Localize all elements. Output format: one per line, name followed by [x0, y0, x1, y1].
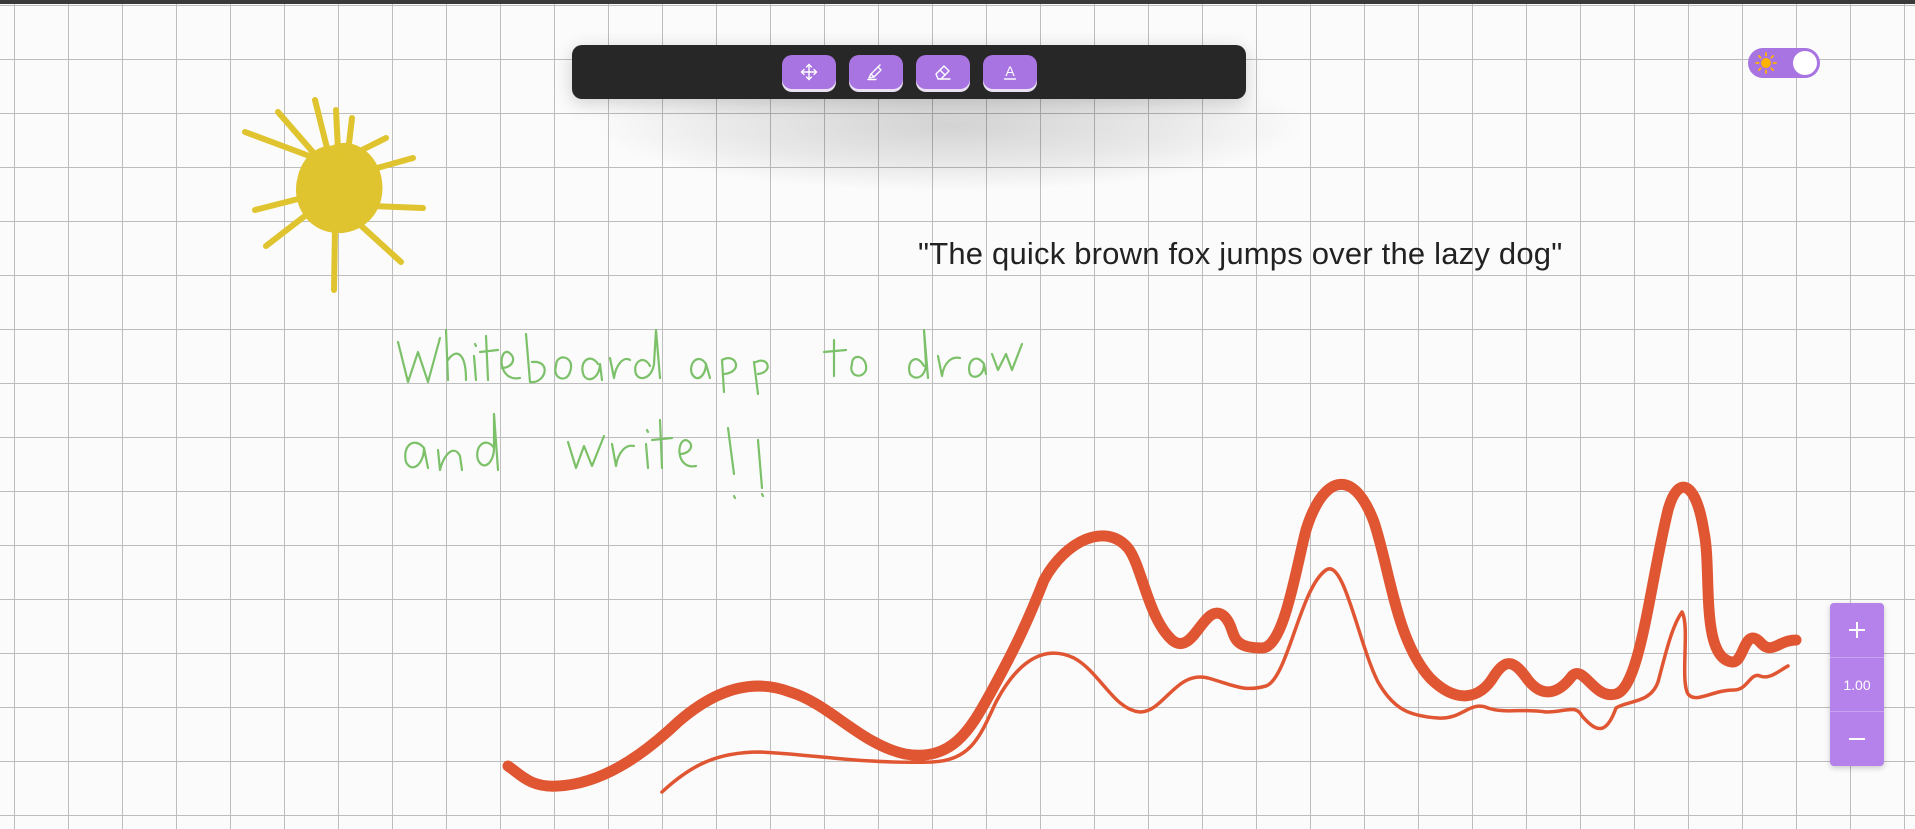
eraser-icon: [934, 65, 951, 80]
sun-icon: [1755, 52, 1777, 74]
text-a-icon: A: [1003, 63, 1016, 80]
eraser-tool-button[interactable]: [915, 55, 970, 89]
toggle-knob: [1793, 51, 1817, 75]
zoom-level: 1.00: [1830, 656, 1884, 713]
thin-wave-line: [660, 567, 1790, 794]
move-tool-button[interactable]: [781, 55, 836, 89]
minus-icon: [1849, 738, 1865, 741]
window-top-edge: [0, 0, 1915, 4]
zoom-controls: 1.00: [1830, 603, 1884, 766]
text-tool-button[interactable]: A: [982, 55, 1037, 89]
theme-toggle[interactable]: [1748, 48, 1820, 78]
plus-icon: [1849, 621, 1865, 638]
svg-text:A: A: [1005, 63, 1015, 79]
handwriting-drawing: [396, 328, 1024, 500]
wave-drawings: [502, 478, 1802, 794]
move-arrows-icon: [800, 63, 817, 81]
zoom-out-button[interactable]: [1830, 712, 1884, 766]
sun-drawing: [242, 97, 426, 293]
highlighter-icon: [866, 64, 882, 81]
highlighter-tool-button[interactable]: [848, 55, 903, 89]
toolbar: A: [572, 45, 1246, 99]
zoom-in-button[interactable]: [1830, 603, 1884, 657]
quote-text[interactable]: "The quick brown fox jumps over the lazy…: [918, 236, 1563, 271]
thick-wave-line: [502, 478, 1802, 792]
